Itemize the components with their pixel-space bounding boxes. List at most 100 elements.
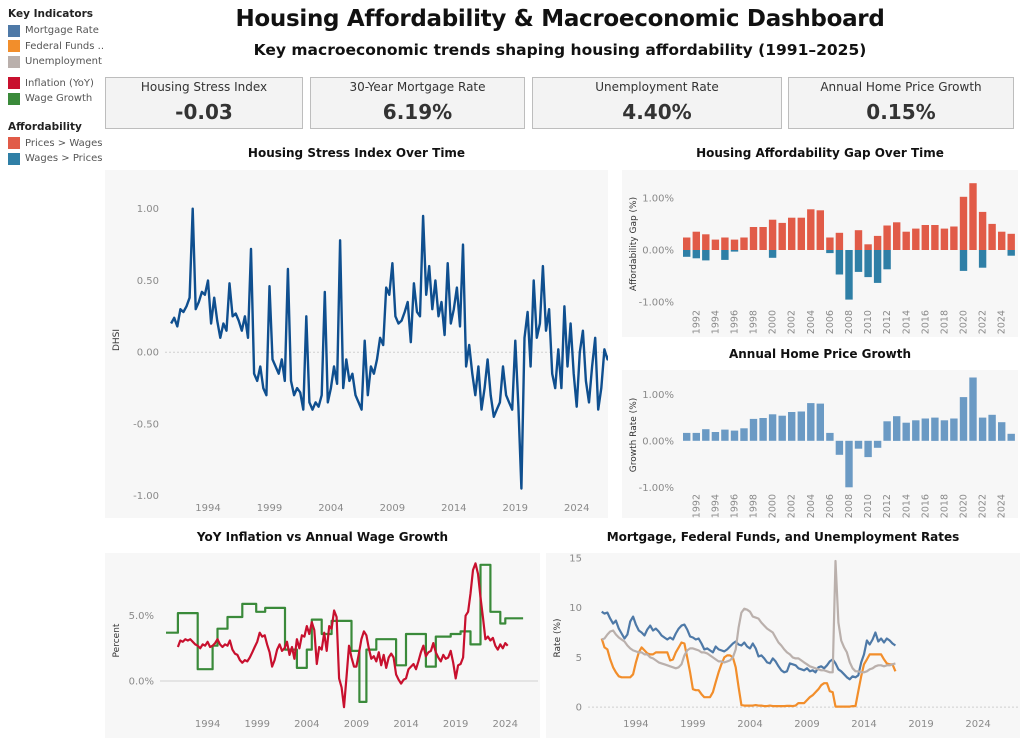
kpi-value: 6.19% [382, 100, 453, 124]
y-tick-label: 0.50 [137, 276, 159, 287]
legend-swatch-prices [8, 137, 20, 150]
chart-rates: 15 10 5 0 1994 1999 2004 2009 2014 2019 2024 Rate (… [553, 553, 1018, 730]
y-axis-label: Rate (%) [553, 618, 563, 657]
chart-stress-index: 1.00 0.50 0.00 -0.50 -1.00 1994 1999 2004 2009 20… [112, 176, 840, 514]
legend-item-wage-growth[interactable]: Wage Growth [8, 91, 103, 107]
bar-2001 [778, 222, 786, 250]
x-tick-label: 2020 [959, 310, 970, 334]
legend-item-mortgage-rate[interactable]: Mortgage Rate [8, 23, 103, 39]
x-tick-label: 1996 [729, 310, 740, 334]
bar-1994 [711, 239, 720, 250]
chart-affordability-gap: 1.00% 0.00% -1.00%Affordability Gap (%) 199… [629, 183, 1015, 334]
legend-item-unemployment[interactable]: Unemployment [8, 54, 103, 70]
bar-1991 [683, 237, 691, 250]
x-tick-label: 2008 [844, 310, 855, 334]
bar-2019 [950, 226, 958, 250]
x-tick-label: 2019 [503, 503, 528, 514]
x-tick-label: 2014 [441, 503, 466, 514]
x-tick-label: 2009 [380, 503, 405, 514]
series-line-unemployment [601, 559, 896, 674]
bar-2017 [931, 417, 939, 441]
legend-label: Mortgage Rate [25, 25, 99, 37]
x-tick-label: 2014 [901, 310, 912, 334]
legend-swatch-unemployment [8, 55, 20, 68]
y-axis-label: Growth Rate (%) [629, 398, 639, 473]
x-tick-label: 2009 [344, 719, 369, 730]
x-tick-label: 1999 [680, 719, 705, 730]
kpi-label: Annual Home Price Growth [820, 80, 982, 94]
chart-panel-growth: 1.00% 0.00% -1.00% Growth Rate (%) 1992 1994 1… [622, 370, 1018, 518]
x-tick-label: 2012 [882, 310, 893, 334]
chart-panel-stress: 1.00 0.50 0.00 -0.50 -1.00 1994 1999 2004 2009 20… [105, 170, 840, 518]
legend-indicators-title: Key Indicators [8, 8, 94, 20]
y-tick-label: 1.00% [642, 390, 674, 401]
series-line-dhsi [170, 176, 840, 490]
bar-2012 [883, 250, 891, 270]
bar-2009 [854, 440, 863, 449]
x-tick-label: 1999 [257, 503, 282, 514]
kpi-value: 0.15% [866, 100, 936, 124]
bar-1993 [702, 429, 710, 441]
kpi-label: 30-Year Mortgage Rate [349, 80, 486, 94]
chart-title-growth: Annual Home Price Growth [728, 347, 912, 361]
bar-2016 [921, 225, 929, 250]
y-tick-label: 1.00% [642, 193, 674, 204]
bar-2003 [797, 411, 805, 441]
bar-2001 [778, 415, 786, 441]
bar-2021 [969, 183, 977, 250]
x-tick-label: 2000 [768, 494, 779, 518]
bar-2012 [883, 421, 891, 441]
chart-panel-inflation: 5.0% 0.0% 1994 1999 2004 2009 2014 2019 2024 Perc… [105, 553, 540, 738]
chart-panel-rates: 15 10 5 0 1994 1999 2004 2009 2014 2019 2024 Rate (… [546, 553, 1020, 738]
bar-2007 [835, 440, 844, 455]
x-tick-label: 2004 [318, 503, 343, 514]
kpi-label: Unemployment Rate [595, 80, 719, 94]
x-tick-label: 2018 [939, 310, 950, 334]
bar-2007 [835, 232, 844, 250]
bar-2000 [768, 250, 777, 258]
bar-1994 [711, 432, 720, 441]
y-tick-label: -1.00 [133, 491, 159, 502]
y-axis-label: DHSI [112, 329, 122, 351]
bar-2025 [1007, 433, 1015, 441]
x-tick-label: 2006 [825, 310, 836, 334]
x-tick-label: 1992 [691, 494, 702, 518]
series-line-mortgage-rate [601, 610, 897, 681]
legend-item-federal-funds[interactable]: Federal Funds .. [8, 39, 104, 55]
x-tick-label: 2012 [882, 494, 893, 518]
bar-2015 [912, 228, 920, 250]
x-tick-label: 2014 [393, 719, 418, 730]
x-tick-label: 1994 [195, 503, 220, 514]
bar-1996 [730, 250, 739, 252]
chart-inflation-wages: 5.0% 0.0% 1994 1999 2004 2009 2014 2019 2024 Perc… [112, 562, 538, 730]
legend-item-inflation[interactable]: Inflation (YoY) [8, 76, 103, 92]
bar-2021 [969, 377, 977, 441]
bar-2022 [978, 250, 987, 268]
x-tick-label: 2024 [493, 719, 518, 730]
bar-2023 [988, 223, 996, 250]
legend-item-prices-gt-wages[interactable]: Prices > Wages [8, 136, 103, 152]
bar-2012 [883, 225, 891, 250]
y-tick-label: 5.0% [129, 611, 154, 622]
bar-1992 [692, 250, 700, 259]
bar-2019 [950, 418, 958, 441]
bar-2011 [873, 235, 882, 250]
series-line-federal-funds [600, 638, 897, 708]
chart-home-price-growth: 1.00% 0.00% -1.00%Growth Rate (%) 1992 1994 1… [629, 377, 1015, 518]
bar-2006 [826, 237, 834, 250]
legend-item-wages-gt-prices[interactable]: Wages > Prices [8, 151, 103, 167]
x-tick-label: 2016 [920, 494, 931, 518]
x-tick-label: 1994 [710, 494, 721, 518]
legend-label: Inflation (YoY) [25, 77, 94, 89]
bar-2011 [873, 250, 882, 283]
chart-title-stress: Housing Stress Index Over Time [247, 146, 466, 160]
legend-swatch-mortgage [8, 24, 20, 37]
legend-affordability-title: Affordability [8, 120, 82, 133]
bar-2025 [1007, 250, 1015, 256]
y-tick-label: 10 [569, 603, 582, 614]
kpi-value: 4.40% [622, 100, 692, 124]
bar-2018 [940, 420, 949, 441]
bar-2020 [959, 250, 968, 271]
bar-1995 [721, 237, 729, 250]
x-tick-label: 2022 [978, 494, 989, 518]
